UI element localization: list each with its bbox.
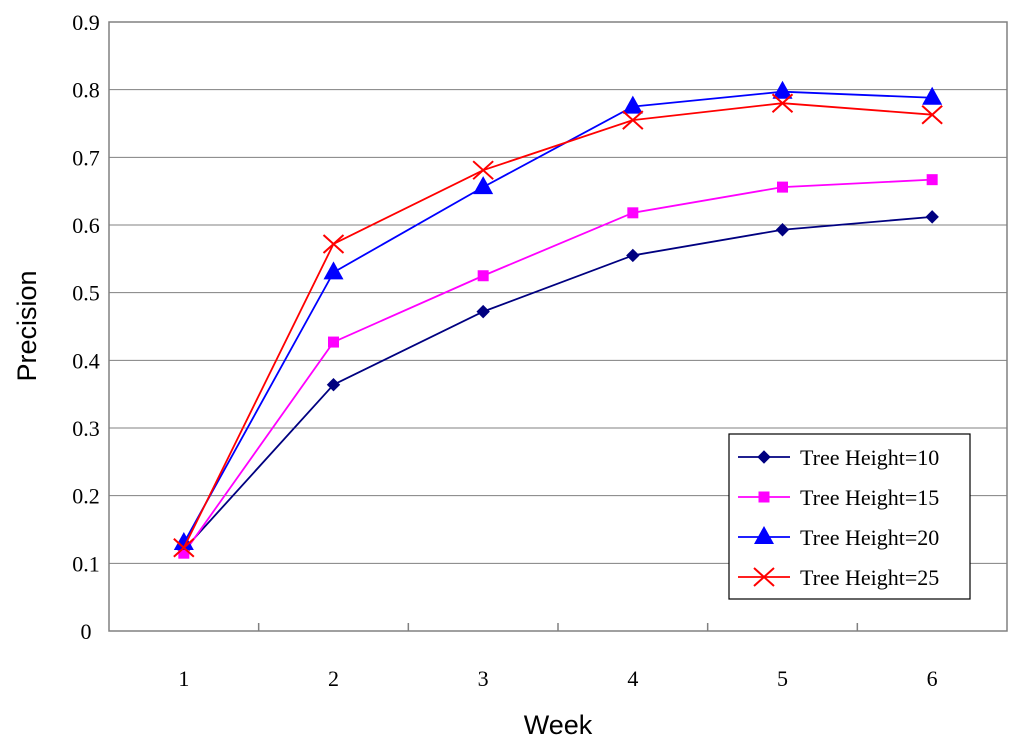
series-line <box>183 102 933 549</box>
data-point-x <box>622 110 644 130</box>
data-point-square <box>926 174 938 186</box>
series-2 <box>178 174 938 559</box>
data-point-diamond <box>775 223 790 237</box>
data-point-square <box>477 270 489 282</box>
data-point-square <box>328 336 339 348</box>
x-tick-label: 5 <box>777 666 788 691</box>
y-tick-label: 0 <box>81 619 92 644</box>
legend-label: Tree Height=20 <box>800 525 939 550</box>
x-axis-tick-labels: 1 2 3 4 5 6 <box>178 666 937 691</box>
data-point-diamond <box>925 210 939 224</box>
y-tick-label: 0.3 <box>72 416 100 441</box>
series-line <box>183 178 933 554</box>
y-tick-label: 0.4 <box>72 348 100 373</box>
legend-marker-triangle <box>754 526 774 544</box>
data-point-triangle <box>922 86 943 105</box>
y-tick-label: 0.7 <box>72 145 100 170</box>
data-point-x <box>921 104 943 125</box>
gridlines <box>109 89 1007 564</box>
x-axis-ticks <box>257 623 859 631</box>
y-axis-tick-labels: 0 0.1 0.2 0.3 0.4 0.5 0.6 0.7 0.8 0.9 <box>72 10 100 644</box>
legend-item: Tree Height=25 <box>738 565 939 590</box>
legend-marker-square <box>758 491 770 503</box>
y-tick-label: 0.2 <box>72 484 100 509</box>
series-4 <box>173 93 943 558</box>
data-point-x <box>771 93 794 113</box>
legend-marker-x <box>753 567 775 587</box>
data-point-diamond <box>476 304 490 319</box>
x-tick-label: 3 <box>478 666 489 691</box>
legend-label: Tree Height=15 <box>800 485 939 510</box>
legend-item: Tree Height=20 <box>738 525 939 550</box>
data-point-x <box>173 538 195 558</box>
legend: Tree Height=10 Tree Height=15 Tree Height=… <box>728 433 971 600</box>
legend-item: Tree Height=15 <box>738 485 939 510</box>
legend-marker-diamond <box>757 450 771 464</box>
series-line <box>183 215 933 551</box>
x-tick-label: 1 <box>178 666 189 691</box>
data-point-diamond <box>626 248 640 263</box>
legend-label: Tree Height=10 <box>800 445 939 470</box>
y-tick-label: 0.6 <box>72 213 100 238</box>
x-axis-title: Week <box>524 710 593 740</box>
legend-label: Tree Height=25 <box>800 565 939 590</box>
x-tick-label: 4 <box>627 666 638 691</box>
series-line <box>183 90 933 544</box>
data-point-x <box>322 234 345 254</box>
y-tick-label: 0.9 <box>72 10 100 35</box>
data-point-square <box>627 207 639 219</box>
data-point-diamond <box>326 377 341 392</box>
series-group <box>173 80 943 559</box>
x-tick-label: 6 <box>927 666 938 691</box>
y-tick-label: 0.5 <box>72 281 100 306</box>
x-tick-label: 2 <box>328 666 339 691</box>
data-point-square <box>178 547 190 559</box>
data-point-square <box>777 181 788 193</box>
y-tick-label: 0.8 <box>72 78 100 103</box>
data-point-triangle <box>173 532 194 551</box>
data-point-triangle <box>473 176 494 195</box>
data-point-x <box>472 160 494 180</box>
y-tick-label: 0.1 <box>72 551 100 576</box>
series-3 <box>173 80 943 551</box>
data-point-triangle <box>323 261 344 280</box>
legend-item: Tree Height=10 <box>738 445 939 470</box>
data-point-triangle <box>622 95 643 114</box>
data-point-triangle <box>772 80 793 99</box>
y-axis-title: Precision <box>12 270 42 381</box>
